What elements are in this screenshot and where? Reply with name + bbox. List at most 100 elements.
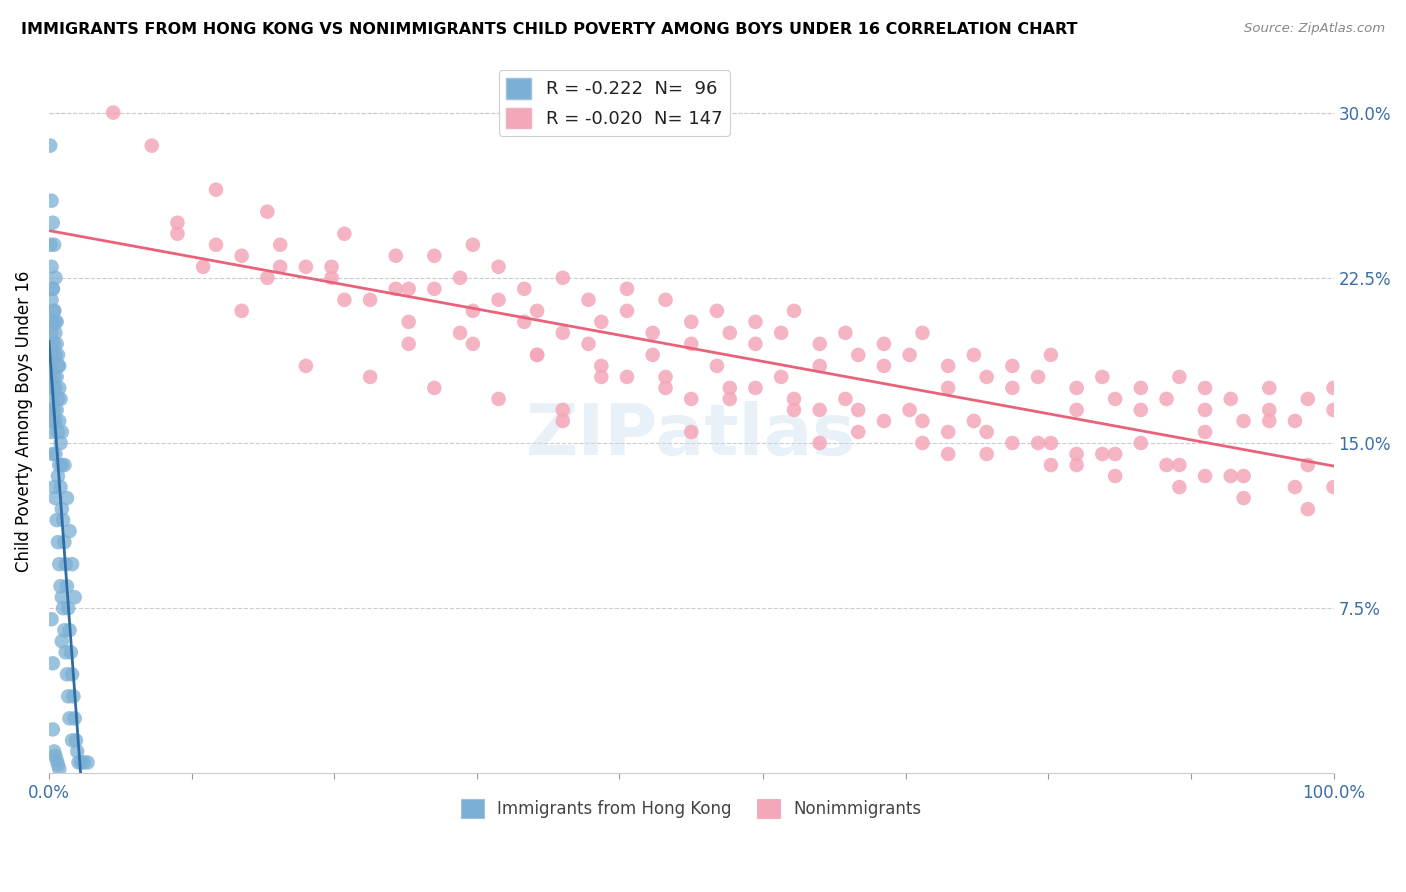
Point xyxy=(48,557,70,571)
Point xyxy=(76,756,98,770)
Point xyxy=(1232,414,1254,428)
Point xyxy=(60,733,83,747)
Point xyxy=(42,657,65,671)
Point xyxy=(48,458,70,472)
Point xyxy=(963,348,986,362)
Point xyxy=(513,315,536,329)
Point xyxy=(1066,447,1088,461)
Point xyxy=(41,326,63,340)
Point xyxy=(551,403,574,417)
Point xyxy=(333,293,356,307)
Point xyxy=(808,359,831,373)
Point xyxy=(1296,502,1319,516)
Point xyxy=(41,293,63,307)
Point xyxy=(551,326,574,340)
Point xyxy=(295,260,318,274)
Point xyxy=(808,436,831,450)
Point xyxy=(45,315,67,329)
Point xyxy=(44,381,66,395)
Point xyxy=(1296,392,1319,406)
Point xyxy=(42,216,65,230)
Point xyxy=(42,237,65,252)
Point xyxy=(808,337,831,351)
Point xyxy=(42,744,65,758)
Point xyxy=(488,293,510,307)
Point xyxy=(53,535,76,549)
Point xyxy=(641,348,664,362)
Point xyxy=(1026,370,1049,384)
Point xyxy=(321,260,343,274)
Point xyxy=(718,392,741,406)
Point xyxy=(449,326,471,340)
Point xyxy=(398,315,420,329)
Point xyxy=(423,249,446,263)
Point xyxy=(976,447,998,461)
Point xyxy=(898,348,921,362)
Point xyxy=(45,337,67,351)
Point xyxy=(58,624,80,638)
Point xyxy=(44,414,66,428)
Point xyxy=(783,403,806,417)
Point xyxy=(58,601,80,615)
Point xyxy=(1168,370,1191,384)
Point xyxy=(1232,491,1254,505)
Point xyxy=(654,293,676,307)
Point xyxy=(591,359,613,373)
Point xyxy=(616,303,638,318)
Point xyxy=(42,723,65,737)
Legend: Immigrants from Hong Kong, Nonimmigrants: Immigrants from Hong Kong, Nonimmigrants xyxy=(454,792,928,825)
Point xyxy=(1156,458,1178,472)
Point xyxy=(359,293,381,307)
Point xyxy=(42,303,65,318)
Point xyxy=(1258,381,1281,395)
Point xyxy=(578,337,600,351)
Point xyxy=(49,480,72,494)
Point xyxy=(1066,458,1088,472)
Point xyxy=(1168,458,1191,472)
Point xyxy=(41,392,63,406)
Point xyxy=(44,748,66,763)
Point xyxy=(1322,480,1344,494)
Point xyxy=(1322,381,1344,395)
Point xyxy=(51,634,73,648)
Point xyxy=(44,491,66,505)
Point xyxy=(681,392,703,406)
Point xyxy=(911,326,934,340)
Point xyxy=(48,359,70,373)
Point xyxy=(1001,381,1024,395)
Point xyxy=(398,337,420,351)
Point xyxy=(1284,480,1306,494)
Point xyxy=(39,337,62,351)
Point xyxy=(1232,469,1254,483)
Point xyxy=(44,348,66,362)
Point xyxy=(66,744,89,758)
Point xyxy=(41,260,63,274)
Point xyxy=(46,425,69,439)
Point xyxy=(1219,392,1241,406)
Point xyxy=(256,204,278,219)
Point xyxy=(41,612,63,626)
Point xyxy=(873,337,896,351)
Point xyxy=(39,138,62,153)
Point xyxy=(55,645,77,659)
Point xyxy=(49,436,72,450)
Point xyxy=(526,303,548,318)
Point xyxy=(616,282,638,296)
Point xyxy=(56,491,79,505)
Point xyxy=(295,359,318,373)
Point xyxy=(873,359,896,373)
Point xyxy=(46,757,69,772)
Point xyxy=(46,359,69,373)
Point xyxy=(1039,348,1062,362)
Point xyxy=(45,370,67,384)
Point xyxy=(1194,381,1216,395)
Point xyxy=(1322,403,1344,417)
Point xyxy=(770,370,793,384)
Point xyxy=(46,535,69,549)
Point xyxy=(52,601,75,615)
Point xyxy=(39,237,62,252)
Point xyxy=(706,359,728,373)
Point xyxy=(706,303,728,318)
Point xyxy=(654,370,676,384)
Point xyxy=(45,513,67,527)
